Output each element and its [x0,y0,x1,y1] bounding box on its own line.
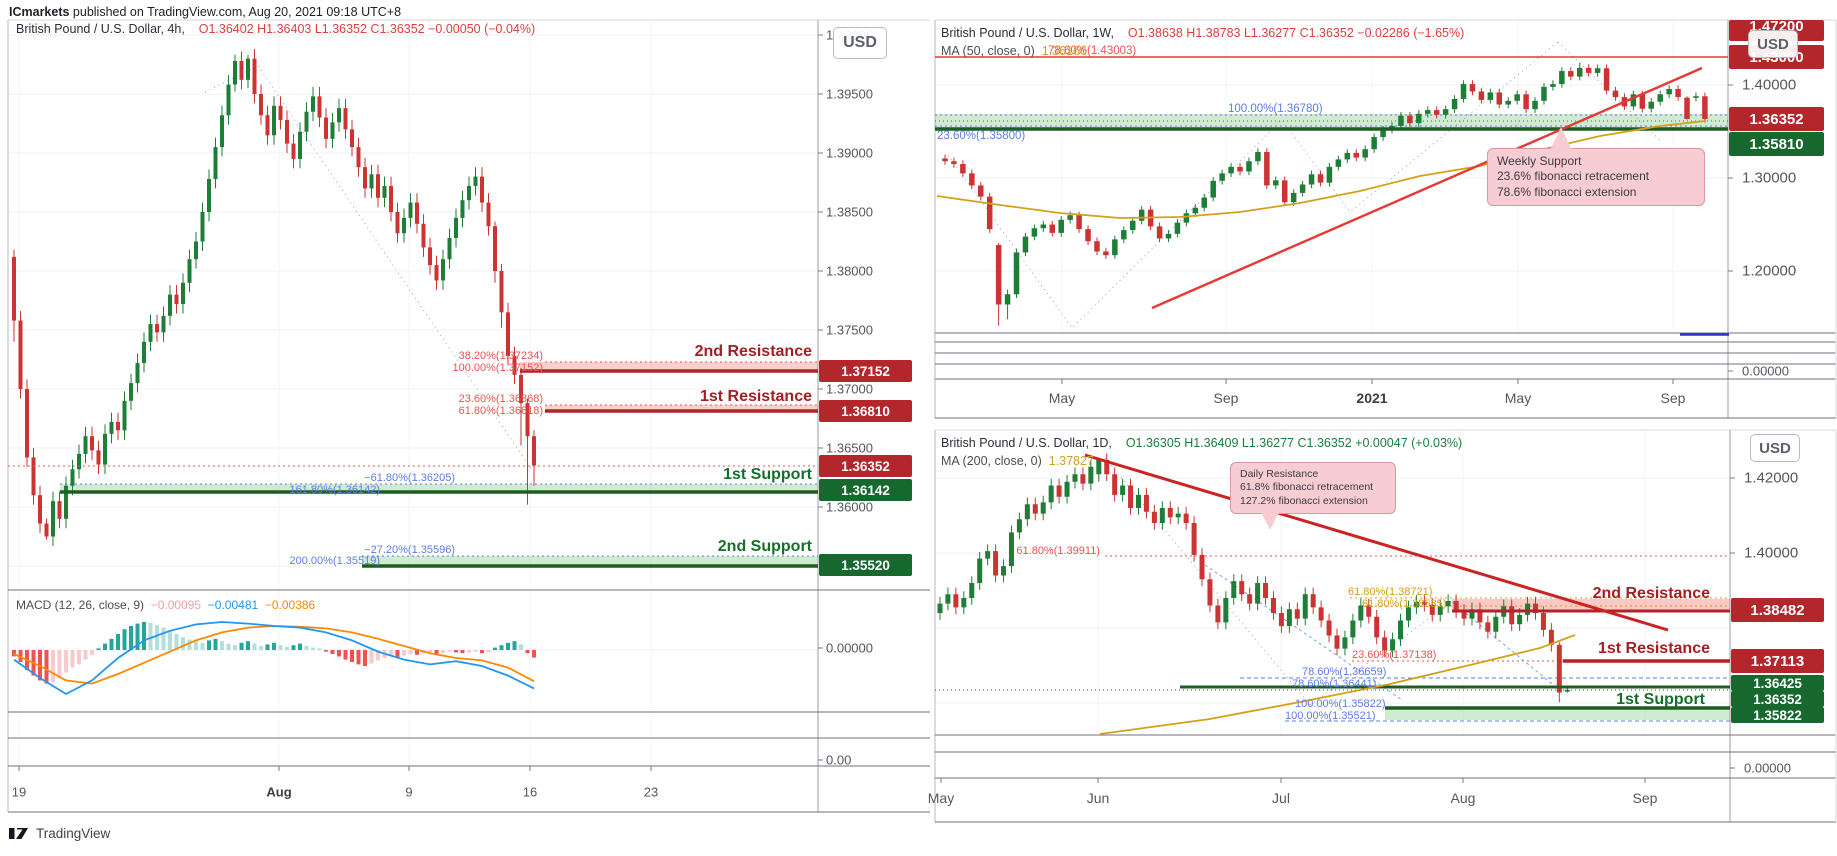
price-tag: 1.35822 [1731,707,1824,723]
price-tag: 1.36425 [1731,675,1824,691]
tradingview-footer: TradingView [9,826,110,841]
symbol-title-1d: British Pound / U.S. Dollar, 1D, [941,436,1112,450]
macd-title: MACD (12, 26, close, 9) [16,598,145,612]
currency-label: USD [1757,35,1789,53]
price-tag-value: 1.35822 [1753,707,1802,723]
annotation-line: 127.2% fibonacci extension [1240,494,1368,507]
callout-tail-icon [1261,512,1279,531]
tradingview-logo-icon [9,828,28,839]
price-tag: 1.36142 [819,479,912,501]
legend-4h: British Pound / U.S. Dollar, 4h, O1.3640… [16,22,535,36]
currency-button-1d[interactable]: USD [1750,434,1800,462]
publish-info: published on TradingView.com, Aug 20, 20… [69,5,402,19]
ma-value-1w: 1.36166 [1041,44,1087,58]
daily-resistance-annotation: Daily Resistance 61.8% fibonacci retrace… [1230,462,1396,531]
price-tag-value: 1.36352 [1749,110,1804,128]
over-layer [8,56,1730,735]
ohlc-values-1w: O1.38638 H1.38783 L1.36277 C1.36352 −0.0… [1127,26,1465,40]
currency-label: USD [843,34,877,51]
annotation-line: Weekly Support [1497,154,1582,168]
annotation-line: 78.6% fibonacci extension [1497,184,1637,199]
price-tag: 1.36352 [1731,691,1824,707]
price-tag-value: 1.38482 [1750,601,1805,619]
price-tag-value: 1.36352 [841,458,890,474]
price-tag-value: 1.36352 [1753,691,1802,707]
price-tag-value: 1.36810 [841,403,890,419]
macd-line-value: −0.00481 [207,598,259,612]
price-tag-value: 1.37113 [1750,652,1805,670]
price-tag: 1.37152 [819,360,912,382]
legend-1d: British Pound / U.S. Dollar, 1D, O1.3630… [941,436,1462,450]
macd-h4 [12,621,536,696]
symbol-title-4h: British Pound / U.S. Dollar, 4h, [16,22,185,36]
price-tag-value: 1.37152 [841,363,890,379]
price-tag: 1.37113 [1731,649,1824,673]
annotation-line: Daily Resistance [1240,468,1319,480]
price-tag: 1.38482 [1731,598,1824,622]
price-tag: 1.36352 [819,455,912,477]
ohlc-values-4h: O1.36402 H1.36403 L1.36352 C1.36352 −0.0… [198,22,536,36]
publish-header: ICmarkets published on TradingView.com, … [9,5,401,19]
price-tag: 1.35810 [1729,132,1824,156]
price-tag: 1.35520 [819,554,912,576]
currency-button-1w[interactable]: USD [1748,30,1798,58]
price-tag-value: 1.35810 [1749,135,1804,153]
annotation-line: 61.8% fibonacci retracement [1240,481,1374,494]
callout-tail-icon [1550,127,1572,150]
legend-ma200: MA (200, close, 0) 1.37827 [941,454,1094,468]
candles-w1 [942,62,1708,326]
ma-label-1d: MA (200, close, 0) [941,454,1042,468]
ohlc-values-1d: O1.36305 H1.36409 L1.36277 C1.36352 +0.0… [1125,436,1463,450]
legend-1w: British Pound / U.S. Dollar, 1W, O1.3863… [941,26,1464,40]
candles-d1 [937,453,1570,703]
candles-h4 [12,49,536,546]
series-layer [12,49,1708,703]
macd-hist-value: −0.00095 [150,598,202,612]
price-tag-value: 1.35520 [841,557,890,573]
legend-macd: MACD (12, 26, close, 9) −0.00095 −0.0048… [16,598,315,612]
price-tag: 1.36810 [819,400,912,422]
price-tag-value: 1.36142 [841,482,890,498]
publisher-name: ICmarkets [9,5,70,19]
symbol-title-1w: British Pound / U.S. Dollar, 1W, [941,26,1114,40]
ma-label-1w: MA (50, close, 0) [941,44,1035,58]
currency-label: USD [1759,439,1791,457]
currency-button-4h[interactable]: USD [833,27,887,59]
price-tag-value: 1.36425 [1753,675,1802,691]
ma-value-1d: 1.37827 [1048,454,1094,468]
legend-ma50: MA (50, close, 0) 1.36166 [941,44,1087,58]
annotation-line: 23.6% fibonacci retracement [1497,169,1650,184]
tradingview-brand: TradingView [36,826,111,841]
grid-layer [7,19,1837,823]
price-tag: 1.36352 [1729,107,1824,131]
weekly-support-annotation: Weekly Support 23.6% fibonacci retraceme… [1487,127,1705,207]
macd-signal-value: −0.00386 [264,598,316,612]
